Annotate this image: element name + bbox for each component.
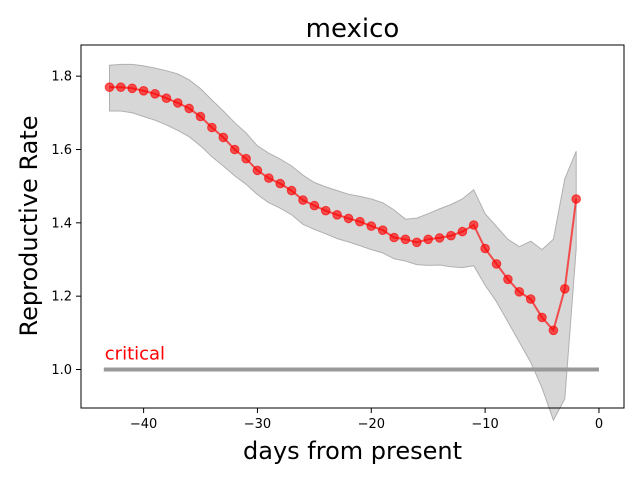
data-point bbox=[332, 210, 342, 220]
data-point bbox=[514, 287, 525, 297]
data-point bbox=[468, 220, 479, 230]
x-tick-label: 0 bbox=[595, 417, 603, 432]
critical-label: critical bbox=[105, 344, 165, 365]
x-tick-label: −40 bbox=[130, 417, 157, 432]
data-point bbox=[252, 165, 263, 176]
data-point bbox=[207, 122, 217, 133]
data-point bbox=[116, 82, 126, 92]
data-point bbox=[173, 98, 183, 108]
data-point bbox=[446, 230, 456, 241]
data-point bbox=[229, 144, 240, 155]
data-point bbox=[286, 185, 297, 196]
chart-title: mexico bbox=[306, 14, 400, 44]
x-axis-label: days from present bbox=[243, 437, 462, 465]
data-point bbox=[343, 213, 354, 224]
y-tick-label: 1.8 bbox=[51, 70, 72, 85]
data-point bbox=[537, 312, 547, 323]
data-point bbox=[275, 178, 286, 189]
data-point bbox=[548, 325, 559, 336]
data-point bbox=[138, 86, 149, 96]
data-point bbox=[503, 274, 513, 285]
y-tick-label: 1.4 bbox=[51, 216, 72, 231]
data-point bbox=[377, 225, 388, 235]
axes-frame bbox=[80, 44, 625, 409]
data-point bbox=[412, 237, 422, 248]
y-tick-label: 1.0 bbox=[51, 363, 72, 378]
data-point bbox=[457, 226, 468, 237]
data-point bbox=[491, 259, 502, 269]
data-point bbox=[298, 195, 308, 205]
data-point bbox=[309, 200, 320, 211]
data-point bbox=[400, 234, 411, 245]
data-point bbox=[423, 234, 434, 245]
data-point bbox=[184, 103, 194, 114]
data-point bbox=[320, 205, 331, 216]
data-point bbox=[127, 83, 137, 94]
x-tick-label: −30 bbox=[244, 417, 271, 432]
data-point bbox=[434, 233, 445, 243]
x-tick-label: −20 bbox=[358, 417, 385, 432]
data-point bbox=[560, 284, 570, 294]
y-tick-label: 1.6 bbox=[51, 143, 72, 158]
y-tick-label: 1.2 bbox=[51, 290, 72, 305]
data-point bbox=[218, 132, 229, 143]
data-point bbox=[161, 93, 172, 103]
data-point bbox=[150, 89, 160, 99]
data-point bbox=[195, 111, 206, 122]
data-point bbox=[389, 232, 399, 243]
data-point bbox=[241, 153, 251, 164]
confidence-band bbox=[109, 63, 577, 422]
data-point bbox=[571, 194, 582, 204]
data-point bbox=[264, 173, 274, 183]
data-point bbox=[525, 294, 536, 304]
data-point bbox=[366, 221, 377, 231]
data-point bbox=[104, 82, 115, 92]
data-point bbox=[480, 243, 490, 254]
x-tick-label: −10 bbox=[471, 417, 498, 432]
y-axis-label: Reproductive Rate bbox=[15, 116, 43, 337]
plot-area: critical −40 −30 −20 −10 0 1.0 1.2 1.4 1.6 1.8 bbox=[51, 44, 625, 432]
data-point bbox=[355, 216, 365, 227]
